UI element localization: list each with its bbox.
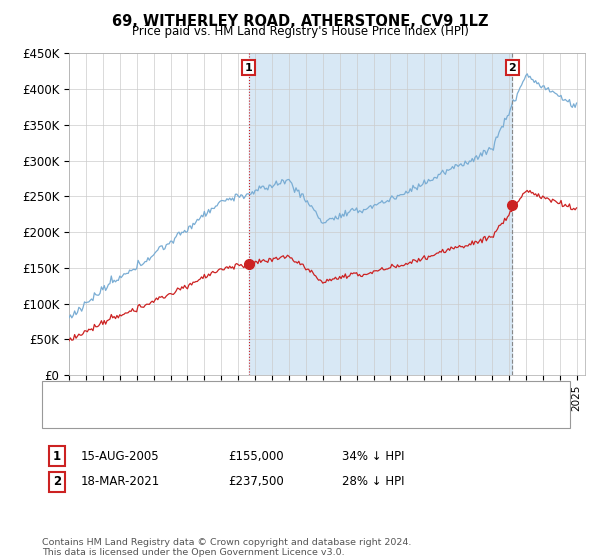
Text: 34% ↓ HPI: 34% ↓ HPI — [342, 450, 404, 463]
Text: 1: 1 — [245, 63, 253, 72]
Text: Price paid vs. HM Land Registry's House Price Index (HPI): Price paid vs. HM Land Registry's House … — [131, 25, 469, 38]
Text: 2: 2 — [53, 475, 61, 488]
Text: 69, WITHERLEY ROAD, ATHERSTONE, CV9 1LZ (detached house): 69, WITHERLEY ROAD, ATHERSTONE, CV9 1LZ … — [90, 389, 449, 399]
Bar — [248, 53, 512, 375]
Text: 2: 2 — [509, 63, 516, 72]
Text: —: — — [62, 407, 79, 424]
Text: 18-MAR-2021: 18-MAR-2021 — [81, 475, 160, 488]
Text: 15-AUG-2005: 15-AUG-2005 — [81, 450, 160, 463]
Text: £155,000: £155,000 — [228, 450, 284, 463]
Text: 28% ↓ HPI: 28% ↓ HPI — [342, 475, 404, 488]
Text: 69, WITHERLEY ROAD, ATHERSTONE, CV9 1LZ: 69, WITHERLEY ROAD, ATHERSTONE, CV9 1LZ — [112, 14, 488, 29]
Text: HPI: Average price, detached house, North Warwickshire: HPI: Average price, detached house, Nort… — [90, 410, 405, 421]
Text: £237,500: £237,500 — [228, 475, 284, 488]
Text: —: — — [62, 385, 79, 403]
Text: 1: 1 — [53, 450, 61, 463]
Text: Contains HM Land Registry data © Crown copyright and database right 2024.
This d: Contains HM Land Registry data © Crown c… — [42, 538, 412, 557]
